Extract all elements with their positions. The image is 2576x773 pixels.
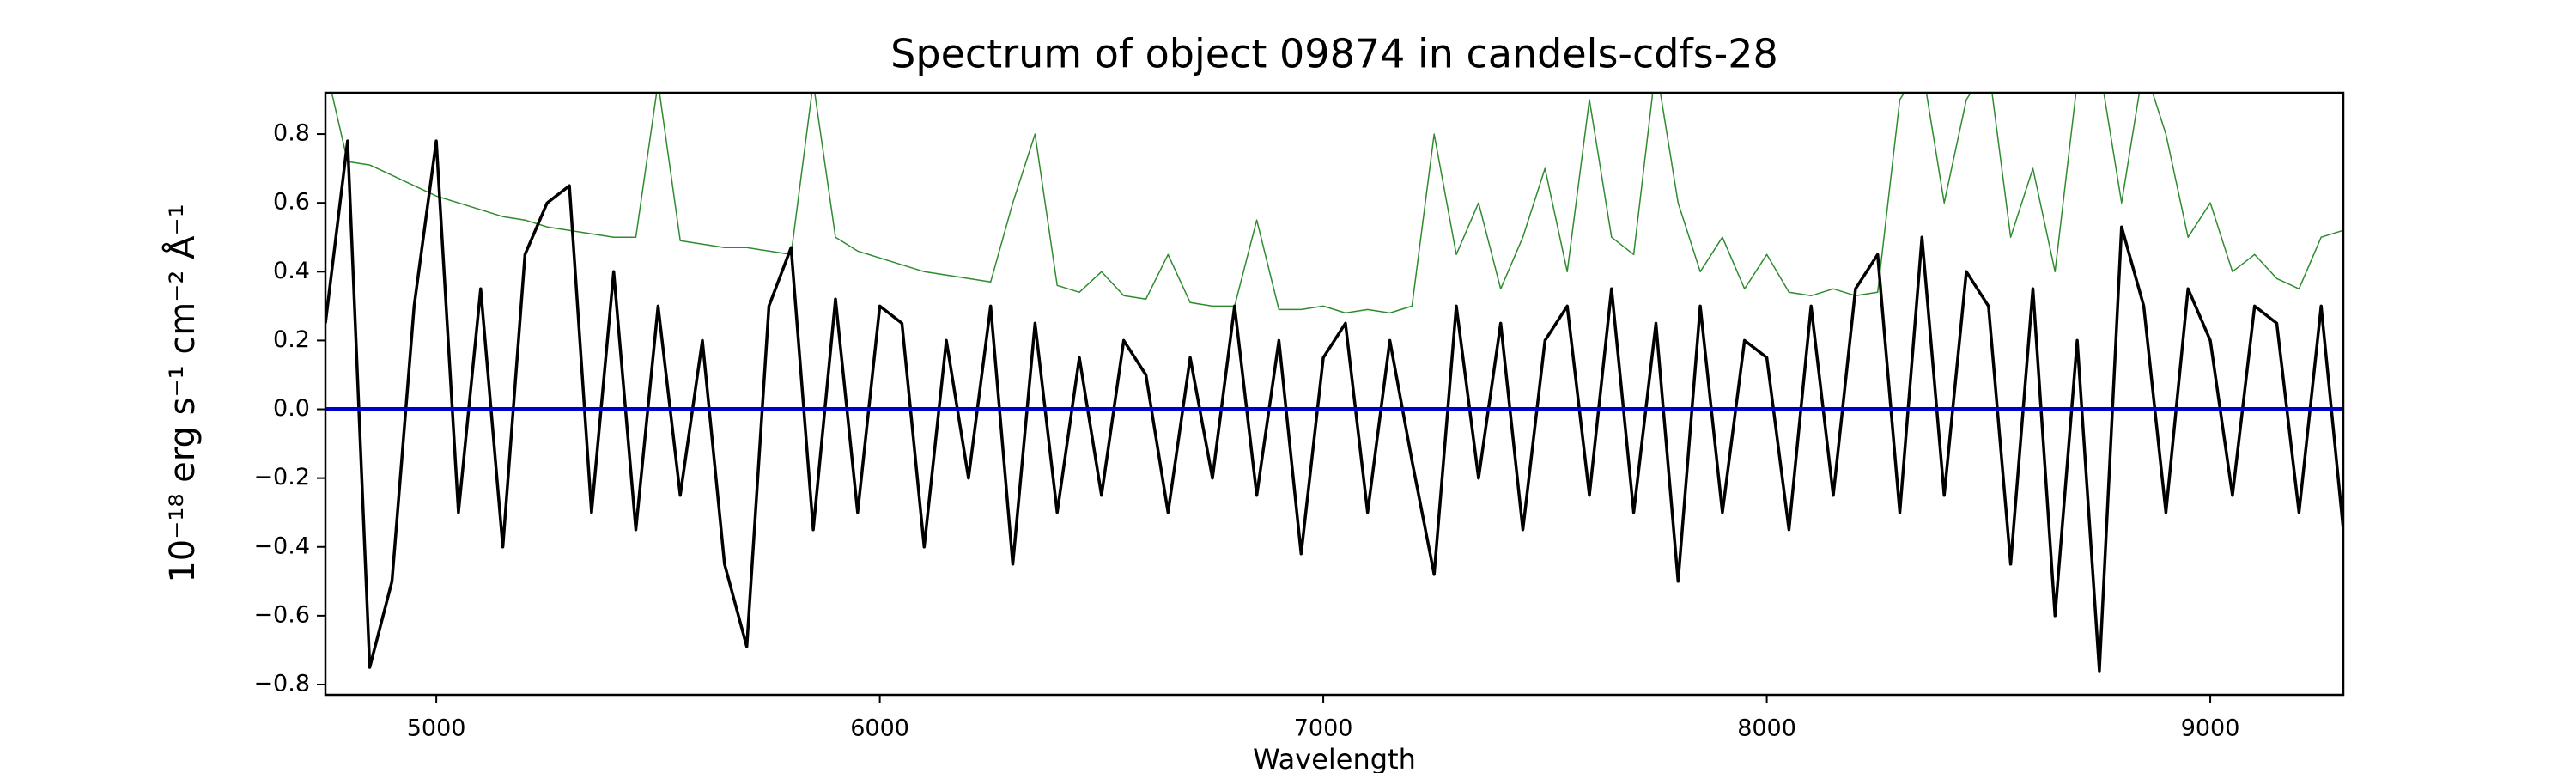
- y-tick-label: 0.6: [273, 189, 310, 216]
- y-tick-label: 0.2: [273, 326, 310, 353]
- x-axis-label: Wavelength: [1253, 743, 1416, 773]
- y-tick-label: −0.8: [253, 670, 310, 697]
- y-tick-label: −0.2: [253, 464, 310, 490]
- series-line: [331, 93, 2343, 314]
- chart-title: Spectrum of object 09874 in candels-cdfs…: [890, 31, 1778, 77]
- x-tick-label: 7000: [1294, 715, 1353, 742]
- y-tick-label: 0.4: [273, 258, 310, 284]
- x-tick-label: 5000: [407, 715, 466, 742]
- plot-frame: [324, 91, 2345, 697]
- plot-lines: [325, 93, 2343, 673]
- y-tick-label: −0.6: [253, 601, 310, 628]
- x-tick-label: 6000: [850, 715, 909, 742]
- y-axis-label: 10⁻¹⁸ erg s⁻¹ cm⁻² Å⁻¹: [161, 204, 203, 582]
- y-tick-label: 0.8: [273, 120, 310, 147]
- y-tick-label: 0.0: [273, 395, 310, 422]
- y-tick-label: −0.4: [253, 533, 310, 559]
- x-tick-label: 9000: [2181, 715, 2240, 742]
- series-line: [325, 139, 2343, 673]
- x-tick-label: 8000: [1737, 715, 1796, 742]
